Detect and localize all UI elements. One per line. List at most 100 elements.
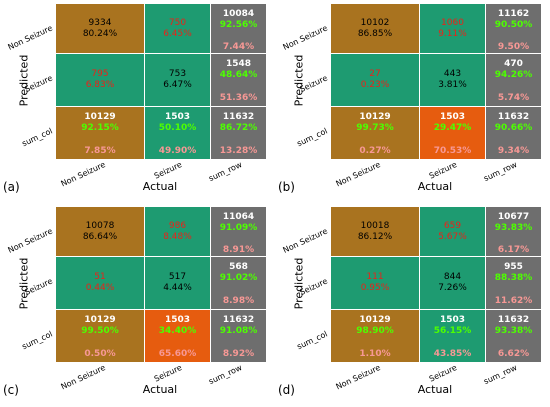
- cell-percent: 99.50%: [81, 326, 119, 336]
- matrix-cell: 568 91.02% 8.98%: [211, 257, 266, 309]
- cell-percent: 86.12%: [357, 231, 393, 242]
- y-axis-label: Predicted: [17, 257, 31, 310]
- matrix-cell: 10078 86.64%: [56, 207, 144, 256]
- cell-count: 1060: [441, 17, 464, 28]
- panel-label: (c): [3, 383, 19, 397]
- matrix-cell: 10084 92.56% 7.44%: [211, 4, 266, 53]
- matrix-cell: 10129 99.73% 0.27%: [331, 107, 419, 159]
- cell-percent: 98.90%: [356, 326, 394, 336]
- cell-percent: 9.11%: [438, 28, 467, 39]
- matrix-cell: 1060 9.11%: [420, 4, 485, 53]
- row-tick-label: sum_col: [295, 126, 329, 149]
- matrix-cell: 27 0.23%: [331, 54, 419, 106]
- cell-percent: 4.44%: [163, 283, 192, 293]
- cell-complement-percent: 8.98%: [222, 296, 255, 306]
- cell-count: 470: [504, 59, 523, 69]
- cell-percent: 0.44%: [85, 283, 115, 293]
- cell-count: 1503: [439, 315, 466, 325]
- matrix-cell: 10129 92.15% 7.85%: [56, 107, 144, 159]
- cell-percent: 99.73%: [356, 123, 394, 133]
- confusion-matrix-panel: 10078 86.64% 986 8.48% 11064 91.09% 8.91% 51 0.4…: [0, 203, 275, 406]
- cell-count: 1503: [439, 112, 466, 122]
- cell-percent: 56.15%: [433, 326, 472, 336]
- cell-complement-percent: 5.74%: [497, 93, 530, 103]
- matrix-cell: 659 5.67%: [420, 207, 485, 256]
- cell-count: 1503: [164, 315, 191, 325]
- cell-complement-percent: 7.44%: [222, 42, 255, 52]
- cell-count: 11632: [497, 112, 530, 122]
- cell-count: 955: [504, 262, 523, 272]
- cell-percent: 86.72%: [219, 123, 258, 133]
- matrix-cell: 11632 93.38% 6.62%: [486, 310, 541, 362]
- cell-count: 10677: [497, 212, 530, 222]
- cell-percent: 7.26%: [438, 283, 467, 293]
- matrix-cell: 986 8.48%: [145, 207, 210, 256]
- col-tick-label: sum_row: [482, 363, 519, 387]
- x-axis-label: Actual: [417, 180, 453, 193]
- matrix-cell: 1548 48.64% 51.36%: [211, 54, 266, 106]
- cell-percent: 88.38%: [494, 273, 533, 283]
- cell-percent: 90.66%: [494, 123, 533, 133]
- cell-count: 10129: [359, 112, 391, 122]
- cell-count: 750: [168, 17, 187, 28]
- matrix-cell: 517 4.44%: [145, 257, 210, 309]
- cell-count: 111: [366, 272, 384, 282]
- cell-count: 11064: [222, 212, 255, 222]
- cell-percent: 86.85%: [357, 28, 393, 39]
- cell-count: 11632: [497, 315, 530, 325]
- col-tick-label: Non Seizure: [334, 363, 382, 392]
- matrix-cell: 443 3.81%: [420, 54, 485, 106]
- cell-complement-percent: 70.53%: [433, 146, 472, 156]
- cell-percent: 8.48%: [163, 231, 192, 242]
- cell-percent: 0.95%: [360, 283, 390, 293]
- matrix-cell: 753 6.47%: [145, 54, 210, 106]
- col-tick-label: Seizure: [153, 160, 184, 181]
- cell-count: 659: [443, 220, 462, 231]
- cell-percent: 91.08%: [219, 326, 258, 336]
- cell-count: 11162: [497, 9, 530, 19]
- col-tick-label: sum_row: [207, 160, 244, 184]
- matrix-cell: 750 6.45%: [145, 4, 210, 53]
- matrix-grid: 10018 86.12% 659 5.67% 10677 93.83% 6.17% 111 0.…: [330, 206, 541, 362]
- cell-count: 10129: [84, 112, 116, 122]
- matrix-grid: 10102 86.85% 1060 9.11% 11162 90.50% 9.50% 27 0.…: [330, 3, 541, 159]
- cell-count: 753: [168, 69, 187, 79]
- matrix-cell: 470 94.26% 5.74%: [486, 54, 541, 106]
- cell-complement-percent: 43.85%: [433, 349, 472, 359]
- row-tick-label: sum_col: [295, 329, 329, 352]
- matrix-cell: 11632 86.72% 13.28%: [211, 107, 266, 159]
- col-tick-label: sum_row: [482, 160, 519, 184]
- cell-count: 10084: [222, 9, 255, 19]
- cell-percent: 92.15%: [81, 123, 119, 133]
- matrix-cell: 11064 91.09% 8.91%: [211, 207, 266, 256]
- matrix-cell: 10129 99.50% 0.50%: [56, 310, 144, 362]
- cell-complement-percent: 13.28%: [219, 146, 258, 156]
- cell-count: 51: [94, 272, 106, 282]
- x-axis-label: Actual: [142, 180, 178, 193]
- matrix-cell: 10102 86.85%: [331, 4, 419, 53]
- cell-complement-percent: 6.17%: [497, 245, 530, 255]
- cell-count: 10078: [85, 220, 115, 231]
- matrix-cell: 10677 93.83% 6.17%: [486, 207, 541, 256]
- cell-percent: 6.45%: [163, 28, 192, 39]
- matrix-grid: 10078 86.64% 986 8.48% 11064 91.09% 8.91% 51 0.4…: [55, 206, 266, 362]
- cell-complement-percent: 9.50%: [497, 42, 530, 52]
- cell-complement-percent: 0.27%: [359, 146, 391, 156]
- x-axis-label: Actual: [142, 383, 178, 396]
- matrix-cell: 1503 50.10% 49.90%: [145, 107, 210, 159]
- panel-label: (b): [278, 180, 295, 194]
- matrix-cell: 10129 98.90% 1.10%: [331, 310, 419, 362]
- matrix-cell: 10018 86.12%: [331, 207, 419, 256]
- cell-complement-percent: 6.62%: [497, 349, 530, 359]
- cell-count: 844: [443, 272, 462, 282]
- matrix-cell: 9334 80.24%: [56, 4, 144, 53]
- cell-percent: 6.83%: [85, 80, 115, 90]
- matrix-cell: 844 7.26%: [420, 257, 485, 309]
- y-axis-label: Predicted: [292, 257, 306, 310]
- cell-count: 795: [91, 69, 109, 79]
- matrix-cell: 1503 29.47% 70.53%: [420, 107, 485, 159]
- cell-percent: 29.47%: [433, 123, 472, 133]
- cell-count: 27: [369, 69, 381, 79]
- confusion-matrix-panel: 9334 80.24% 750 6.45% 10084 92.56% 7.44% 795 6.8…: [0, 0, 275, 203]
- cell-complement-percent: 7.85%: [84, 146, 116, 156]
